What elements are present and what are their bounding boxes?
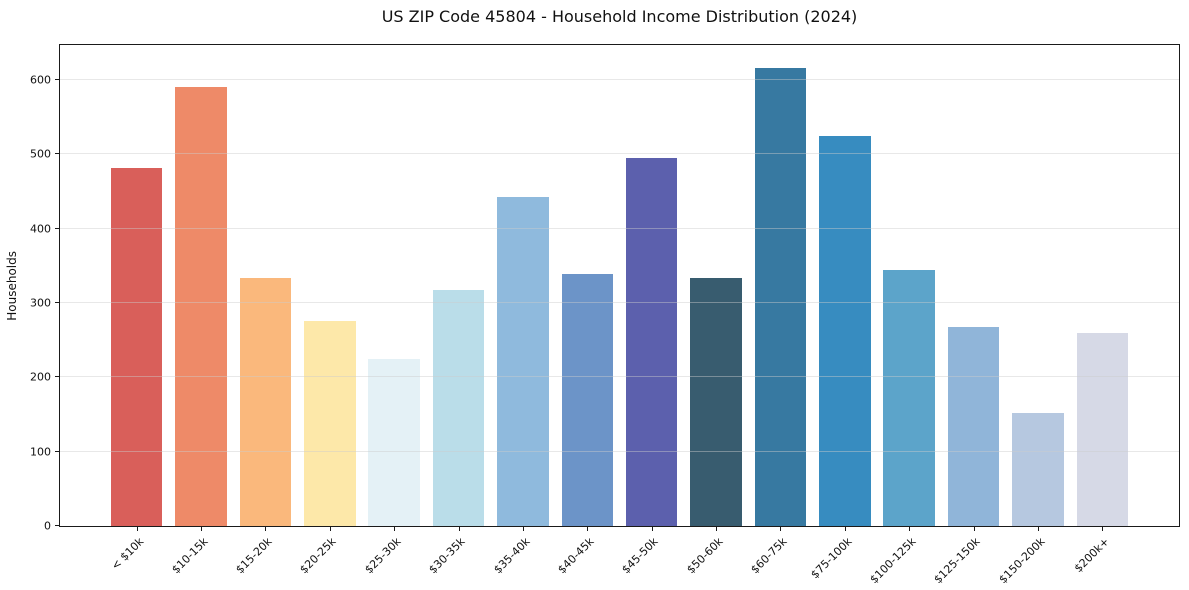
- bar-$150-200k: [1012, 413, 1064, 526]
- x-tick-label: $35-40k: [490, 535, 533, 577]
- gridline-600: [60, 78, 1179, 80]
- bar-$100-125k: [883, 269, 935, 526]
- x-tick-mark: [265, 526, 267, 531]
- y-tick-label: 600: [30, 73, 51, 87]
- y-tick-label: 300: [30, 296, 51, 310]
- y-tick-label: 0: [44, 519, 51, 533]
- x-tick-mark: [973, 526, 975, 531]
- x-tick-label: $75-100k: [807, 535, 855, 582]
- bar-$40-45k: [561, 273, 614, 526]
- bar-$30-35k: [432, 289, 485, 526]
- bar-< $10k: [110, 167, 163, 526]
- x-tick-mark: [1102, 526, 1104, 531]
- x-tick-mark: [522, 526, 524, 531]
- x-tick-mark: [329, 526, 331, 531]
- x-tick-label: $30-35k: [426, 535, 468, 577]
- x-tick-mark: [587, 526, 589, 531]
- x-tick-label: $15-20k: [233, 535, 275, 577]
- x-tick-label: $40-45k: [555, 535, 597, 577]
- chart-title: US ZIP Code 45804 - Household Income Dis…: [381, 7, 858, 26]
- x-tick-label: $60-75k: [748, 535, 790, 577]
- y-axis-label-container: Households: [5, 44, 19, 527]
- bar-$60-75k: [754, 68, 807, 526]
- x-tick-mark: [1037, 526, 1039, 531]
- y-axis-label: Households: [5, 250, 19, 321]
- bar-$200k+: [1076, 332, 1129, 526]
- x-tick-label: $100-125k: [867, 535, 919, 587]
- bar-$50-60k: [690, 278, 742, 526]
- y-tick-mark: [55, 376, 60, 378]
- x-tick-mark: [651, 526, 653, 531]
- gridline-200: [60, 376, 1179, 378]
- x-tick-label: $25-30k: [362, 535, 404, 577]
- y-tick-label: 200: [30, 370, 51, 384]
- x-tick-mark: [394, 526, 396, 531]
- bar-$45-50k: [625, 158, 678, 526]
- y-tick-mark: [55, 78, 60, 80]
- bar-$20-25k: [304, 320, 356, 526]
- y-tick-mark: [55, 227, 60, 229]
- x-tick-label: $200k+: [1071, 535, 1112, 576]
- x-tick-mark: [458, 526, 460, 531]
- x-tick-label: $20-25k: [297, 535, 339, 577]
- x-tick-mark: [844, 526, 846, 531]
- bar-$125-150k: [947, 326, 1000, 526]
- x-tick-label: < $10k: [108, 535, 146, 573]
- bar-$10-15k: [175, 87, 227, 526]
- x-tick-label: $50-60k: [683, 535, 726, 577]
- bar-$35-40k: [497, 197, 549, 526]
- x-tick-label: $45-50k: [619, 535, 661, 577]
- x-tick-mark: [780, 526, 782, 531]
- x-tick-label: $125-150k: [931, 535, 983, 587]
- plot-area: < $10k $10-15k $15-20k $20-25k $25-30k $30-35…: [30, 44, 1180, 586]
- y-tick-mark: [55, 153, 60, 155]
- y-tick-mark: [55, 450, 60, 452]
- y-tick-mark: [55, 301, 60, 303]
- gridline-100: [60, 450, 1179, 452]
- x-tick-label: $150-200k: [996, 535, 1048, 587]
- gridline-500: [60, 153, 1179, 155]
- y-tick-label: 500: [30, 147, 51, 161]
- bar-$25-30k: [368, 358, 420, 526]
- x-tick-mark: [136, 526, 138, 531]
- gridline-400: [60, 227, 1179, 229]
- y-tick-label: 100: [30, 445, 51, 459]
- x-tick-mark: [909, 526, 911, 531]
- y-tick-mark: [55, 525, 60, 526]
- gridline-300: [60, 301, 1179, 303]
- x-tick-mark: [716, 526, 718, 531]
- bar-$15-20k: [239, 278, 292, 526]
- bar-$75-100k: [819, 135, 871, 526]
- x-tick-mark: [201, 526, 202, 531]
- y-tick-label: 400: [30, 222, 51, 236]
- x-tick-label: $10-15k: [168, 535, 211, 577]
